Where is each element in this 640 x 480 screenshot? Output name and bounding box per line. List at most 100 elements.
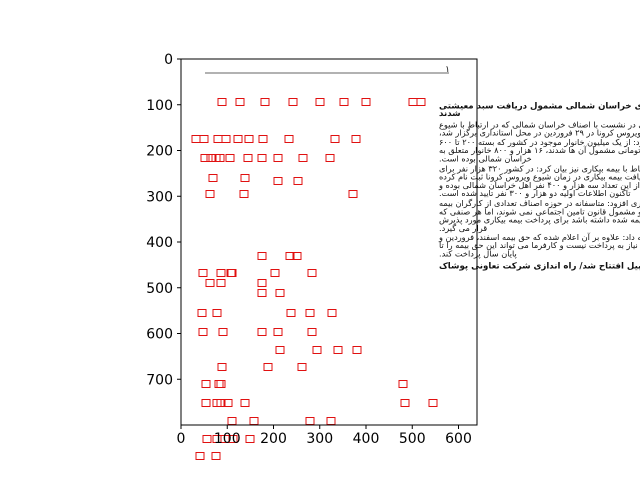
detection-box-1 bbox=[408, 98, 418, 106]
text-line-2: نوری در نشست با اصناف خراسان شمالی که در… bbox=[439, 119, 640, 129]
detection-box-14 bbox=[233, 135, 243, 143]
detection-box-12 bbox=[191, 135, 201, 143]
detection-box-70 bbox=[201, 380, 211, 388]
detection-box-52 bbox=[286, 309, 296, 317]
x-tick-label-2: 200 bbox=[260, 431, 287, 447]
detection-box-51 bbox=[327, 309, 337, 317]
detection-box-50 bbox=[305, 309, 315, 317]
detection-box-60 bbox=[352, 346, 362, 354]
detection-box-77 bbox=[400, 399, 410, 407]
detection-box-30 bbox=[273, 177, 283, 185]
detection-box-65 bbox=[217, 363, 227, 371]
text-line-13: کارگر بیمه شده داشته باشد برای پرداخت بی… bbox=[439, 215, 640, 225]
detection-box-63 bbox=[275, 346, 285, 354]
detection-box-19 bbox=[225, 154, 235, 162]
detection-box-59 bbox=[218, 328, 228, 336]
detection-box-38 bbox=[285, 252, 295, 260]
x-tick-label-4: 400 bbox=[353, 431, 380, 447]
detection-box-86 bbox=[228, 435, 238, 443]
detection-box-69 bbox=[398, 380, 408, 388]
detection-box-76 bbox=[428, 399, 438, 407]
detection-box-57 bbox=[273, 328, 283, 336]
page-background bbox=[181, 59, 477, 425]
text-line-5: هزار تومانی مشمول آن ها شدند، ۱۶ هزار و … bbox=[439, 145, 640, 155]
detection-box-2 bbox=[361, 98, 371, 106]
page-number: ۱ bbox=[445, 65, 450, 75]
text-line-0: ۱۰۸ درصد از خانوارهای خراسان شمالی مشمول… bbox=[439, 101, 640, 111]
detection-box-88 bbox=[195, 452, 205, 460]
detection-box-31 bbox=[348, 190, 358, 198]
detection-box-85 bbox=[245, 435, 255, 443]
detection-box-35 bbox=[208, 174, 218, 182]
text-line-7: وی در ارتباط با بیمه بیکاری نیز بیان کرد… bbox=[439, 163, 640, 173]
text-line-14: قرار می گیرد. bbox=[439, 223, 487, 233]
axes: 0 100 200 300 400 500 600 0 100 200 300 400 500 600 70… bbox=[146, 52, 478, 447]
detection-box-15 bbox=[351, 135, 361, 143]
detection-box-71 bbox=[240, 399, 250, 407]
detection-box-42 bbox=[198, 269, 208, 277]
y-tick-label-7: 700 bbox=[146, 372, 173, 388]
detection-box-25 bbox=[211, 154, 221, 162]
text-line-11: نوری افزود: متاسفانه در حوزه اصناف تعداد… bbox=[439, 198, 640, 208]
y-tick-label-5: 500 bbox=[146, 281, 173, 297]
detection-box-47 bbox=[257, 279, 267, 287]
y-tick-label-3: 300 bbox=[146, 189, 173, 205]
detection-box-17 bbox=[284, 135, 294, 143]
detection-box-68 bbox=[214, 380, 224, 388]
text-line-6: خراسان شمالی بوده است. bbox=[439, 153, 532, 163]
detection-box-64 bbox=[263, 363, 273, 371]
detection-box-83 bbox=[212, 435, 222, 443]
detection-box-22 bbox=[325, 154, 335, 162]
y-tick-label-2: 200 bbox=[146, 144, 173, 160]
detection-box-7 bbox=[235, 98, 245, 106]
detection-box-16 bbox=[330, 135, 340, 143]
detection-box-5 bbox=[288, 98, 298, 106]
y-tick-label-1: 100 bbox=[146, 98, 173, 114]
detection-box-75 bbox=[223, 399, 233, 407]
detection-box-49 bbox=[275, 289, 285, 297]
detection-box-26 bbox=[243, 154, 253, 162]
detection-box-9 bbox=[244, 135, 254, 143]
detection-box-24 bbox=[257, 154, 267, 162]
detection-box-62 bbox=[312, 346, 322, 354]
text-line-17: پایان سال پرداخت کند. bbox=[439, 248, 517, 258]
x-tick-label-3: 300 bbox=[306, 431, 333, 447]
detection-box-45 bbox=[205, 279, 215, 287]
x-tick-label-6: 600 bbox=[445, 431, 472, 447]
text-line-15: وی ادامه داد: علاوه بر آن اعلام شده که ح… bbox=[438, 232, 640, 242]
y-tick-label-4: 400 bbox=[146, 235, 173, 251]
detection-box-72 bbox=[201, 399, 211, 407]
y-tick-label-6: 600 bbox=[146, 327, 173, 343]
detection-box-4 bbox=[315, 98, 325, 106]
text-line-16: اردیبهشت نیاز به پرداخت نیست و کارفرما م… bbox=[439, 240, 640, 250]
detection-box-21 bbox=[206, 154, 216, 162]
detection-box-32 bbox=[205, 190, 215, 198]
detection-box-61 bbox=[333, 346, 343, 354]
text-line-1: شدند bbox=[439, 109, 461, 119]
detection-box-48 bbox=[257, 289, 267, 297]
detection-box-27 bbox=[273, 154, 283, 162]
detection-box-6 bbox=[260, 98, 270, 106]
detection-box-37 bbox=[257, 252, 267, 260]
detection-box-29 bbox=[293, 177, 303, 185]
text-line-18: ۱۰ طرح تعاونی در اردبیل افتتاح شد/ راه ا… bbox=[439, 261, 640, 271]
detection-box-43 bbox=[216, 269, 226, 277]
document-text: ۱۰۸ درصد از خانوارهای خراسان شمالی مشمول… bbox=[438, 101, 640, 271]
detection-box-55 bbox=[198, 328, 208, 336]
detection-box-39 bbox=[307, 269, 317, 277]
text-line-3: ویروس کرونا در ۲۹ فروردین در محل استاندا… bbox=[439, 128, 640, 138]
text-line-9: بودند که از این تعداد سه هزار و ۴۰۰ نفر … bbox=[438, 180, 640, 190]
detection-box-66 bbox=[297, 363, 307, 371]
detection-box-41 bbox=[227, 269, 237, 277]
text-line-8: دریافت بیمه بیکاری در زمان شیوع ویروس کر… bbox=[439, 172, 640, 182]
detection-box-18 bbox=[258, 135, 268, 143]
detection-box-23 bbox=[298, 154, 308, 162]
text-line-10: تاکنون اطلاعات اولیه دو هزار و ۳۰۰ نفر ت… bbox=[439, 188, 631, 198]
y-tick-label-0: 0 bbox=[164, 52, 173, 68]
text-line-12: نیستند و مشمول قانون تامین اجتماعی نمی ش… bbox=[439, 206, 640, 216]
detection-box-8 bbox=[217, 98, 227, 106]
detection-box-34 bbox=[240, 174, 250, 182]
detection-box-28 bbox=[200, 154, 210, 162]
document-page: ۱ bbox=[181, 59, 477, 425]
